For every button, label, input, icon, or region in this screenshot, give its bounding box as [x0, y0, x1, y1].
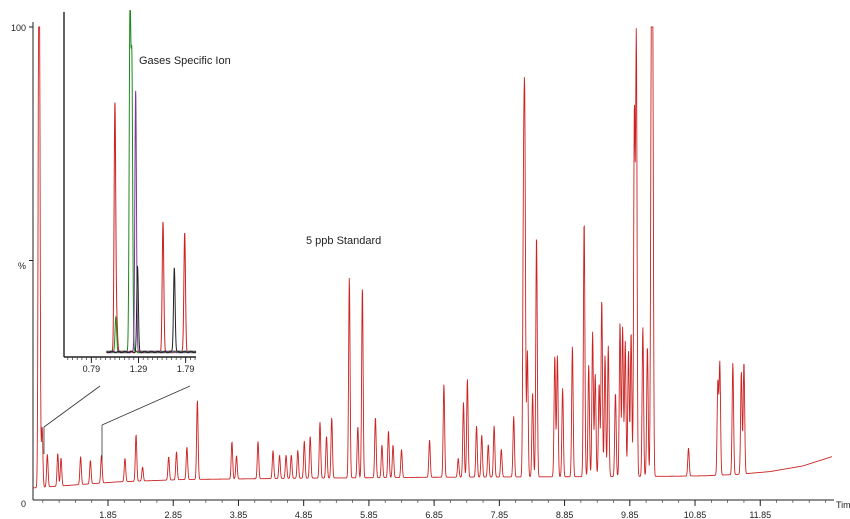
x-tick-label: 2.85: [164, 510, 182, 519]
zoom-connector-right-diagonal: [101, 385, 191, 426]
zoom-connector-left-diagonal: [43, 385, 101, 428]
inset-title: Gases Specific Ion: [139, 55, 231, 67]
inset-x-tick-label: 0.79: [83, 364, 101, 374]
inset-series-line: [106, 265, 197, 354]
inset-axes: [63, 12, 196, 360]
inset-series-line: [106, 90, 196, 354]
y-axis-label: %: [18, 261, 26, 271]
x-tick-label: 1.85: [99, 510, 117, 519]
x-axis-label: Tim: [836, 500, 850, 510]
main-series-line: [32, 26, 833, 489]
x-tick-label: 11.85: [749, 510, 771, 519]
inset-plot: 0.79 1.29 1.79 Gases Specific Ion: [63, 10, 231, 374]
inset-trace: [106, 10, 197, 354]
inset-x-ticks: 0.79 1.29 1.79: [83, 357, 195, 374]
x-tick-label: 8.85: [556, 510, 574, 519]
y-tick-label-100: 100: [11, 23, 26, 33]
x-tick-label: 10.85: [684, 510, 707, 519]
main-plot: 1.85 2.85 3.85 4.85 5.85 6.85 7.85 8.85 9.85 10.8…: [11, 22, 850, 519]
x-tick-label: 9.85: [621, 510, 639, 519]
standard-annotation: 5 ppb Standard: [306, 235, 381, 247]
zoom-connector-lines: [43, 385, 191, 460]
main-x-ticks: 1.85 2.85 3.85 4.85 5.85 6.85 7.85 8.85 9.85 10.8…: [99, 500, 771, 519]
y-tick-label-0: 0: [21, 499, 26, 509]
x-tick-label: 7.85: [491, 510, 509, 519]
x-tick-label: 4.85: [295, 510, 313, 519]
main-trace: [32, 26, 833, 489]
x-tick-label: 3.85: [230, 510, 248, 519]
inset-x-tick-label: 1.79: [177, 364, 195, 374]
inset-x-tick-label: 1.29: [130, 364, 148, 374]
x-tick-label: 5.85: [360, 510, 378, 519]
x-tick-label: 6.85: [425, 510, 443, 519]
